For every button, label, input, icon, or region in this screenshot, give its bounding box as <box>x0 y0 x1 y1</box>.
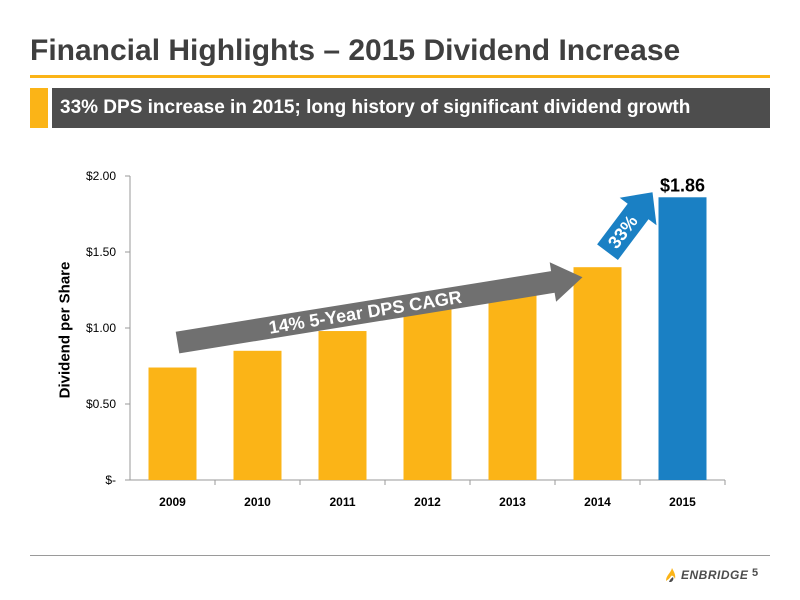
y-tick-label: $2.00 <box>86 169 116 183</box>
title-underline <box>30 75 770 78</box>
data-label-2015: $1.86 <box>660 175 705 195</box>
x-tick-label: 2010 <box>244 495 271 509</box>
subtitle-banner: 33% DPS increase in 2015; long history o… <box>52 88 770 128</box>
x-tick-label: 2013 <box>499 495 526 509</box>
page-title: Financial Highlights – 2015 Dividend Inc… <box>30 34 681 67</box>
bar-2012 <box>403 308 452 480</box>
increase-arrow <box>597 192 657 260</box>
x-tick-label: 2011 <box>329 495 355 509</box>
dividend-bar-chart: $-$0.50$1.00$1.50$2.00 14% 5-Year DPS CA… <box>86 169 726 509</box>
x-tick-label: 2009 <box>159 495 186 509</box>
y-tick-label: $1.50 <box>86 245 116 259</box>
page-number: 5 <box>752 567 759 579</box>
logo-wordmark: ENBRIDGE <box>681 568 749 582</box>
cagr-arrow <box>175 262 583 354</box>
bar-2009 <box>148 367 197 480</box>
x-tick-label: 2015 <box>669 495 696 509</box>
y-tick-label: $1.00 <box>86 321 116 335</box>
bar-2015 <box>658 197 707 480</box>
footer-divider <box>30 555 770 556</box>
x-tick-label: 2012 <box>414 495 441 509</box>
enbridge-flame-icon <box>666 568 676 582</box>
enbridge-logo: ENBRIDGE <box>663 566 748 584</box>
bar-2011 <box>318 331 367 480</box>
y-tick-label: $0.50 <box>86 397 116 411</box>
subtitle-accent-block <box>30 88 48 128</box>
bar-2014 <box>573 267 622 480</box>
y-tick-label: $- <box>105 473 116 487</box>
bar-2010 <box>233 350 282 480</box>
bar-2013 <box>488 288 537 480</box>
x-tick-label: 2014 <box>584 495 611 509</box>
